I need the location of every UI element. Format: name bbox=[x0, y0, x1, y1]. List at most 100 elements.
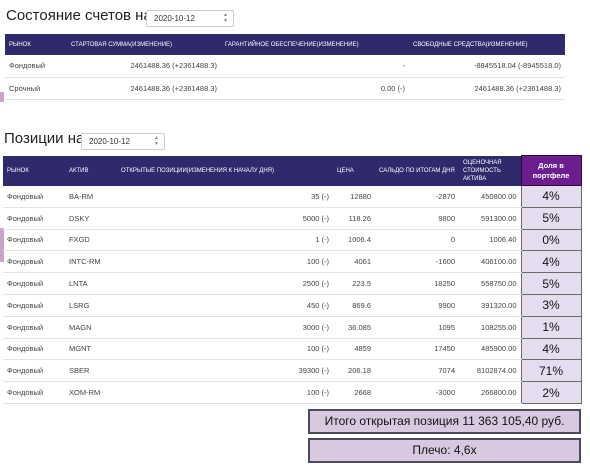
cell-est-value: 450800.00 bbox=[459, 185, 521, 208]
cell-saldo: 1095 bbox=[375, 316, 459, 339]
table-row: Фондовый DSKY 5000 (-) 118.26 9800 591300.00 5… bbox=[3, 206, 582, 230]
cell-open-position: 100 (-) bbox=[117, 338, 333, 361]
cell-portfolio-share: 71% bbox=[520, 359, 582, 383]
cell-open-position: 35 (-) bbox=[117, 185, 333, 208]
cell-price: 206.18 bbox=[333, 359, 375, 383]
cell-start-sum: 2461488.36 (+2361488.3) bbox=[67, 55, 221, 78]
cell-price: 869.6 bbox=[333, 294, 375, 317]
cell-est-value: 391320.00 bbox=[459, 294, 521, 317]
table-row: Фондовый LSRG 450 (-) 869.6 9900 391320.00 3% bbox=[3, 293, 582, 317]
cell-open-position: 100 (-) bbox=[117, 381, 333, 404]
cell-open-position: 3000 (-) bbox=[117, 316, 333, 339]
cell-market: Фондовый bbox=[3, 272, 65, 295]
cell-portfolio-share: 4% bbox=[520, 250, 582, 274]
cell-saldo: -2870 bbox=[375, 185, 459, 208]
cell-saldo: 17450 bbox=[375, 338, 459, 361]
table-row: Фондовый XOM-RM 100 (-) 2668 -3000 266800.00 2… bbox=[3, 381, 582, 404]
cell-open-position: 450 (-) bbox=[117, 294, 333, 317]
col-start-sum: СТАРТОВАЯ СУММА(ИЗМЕНЕНИЕ) bbox=[67, 34, 221, 55]
cell-market: Срочный bbox=[5, 77, 67, 100]
cell-portfolio-share: 5% bbox=[520, 272, 582, 295]
accounts-date-input[interactable]: 2020-10-12 ▲ ▼ bbox=[146, 10, 234, 27]
cell-est-value: 591300.00 bbox=[459, 207, 521, 230]
accounts-table: РЫНОК СТАРТОВАЯ СУММА(ИЗМЕНЕНИЕ) ГАРАНТИ… bbox=[5, 34, 565, 100]
cell-open-position: 5000 (-) bbox=[117, 207, 333, 230]
cell-margin: 0.00 (-) bbox=[221, 77, 409, 100]
cell-est-value: 485900.00 bbox=[459, 338, 521, 361]
cell-price: 2668 bbox=[333, 381, 375, 404]
cell-market: Фондовый bbox=[3, 316, 65, 339]
leverage: Плечо: 4,6х bbox=[308, 438, 581, 463]
cell-saldo: 0 bbox=[375, 229, 459, 252]
cell-asset: MGNT bbox=[65, 338, 117, 361]
cell-saldo: 9800 bbox=[375, 207, 459, 230]
cell-market: Фондовый bbox=[5, 55, 67, 78]
positions-body: Фондовый BA-RM 35 (-) 12880 -2870 450800.00 4%… bbox=[3, 185, 582, 404]
table-row: Фондовый 2461488.36 (+2361488.3) - -8845… bbox=[5, 55, 565, 78]
total-open-position: Итого открытая позиция 11 363 105,40 руб… bbox=[308, 409, 581, 434]
cell-price: 118.26 bbox=[333, 207, 375, 230]
cell-market: Фондовый bbox=[3, 338, 65, 361]
cell-margin: - bbox=[221, 55, 409, 78]
accounts-title: Состояние счетов на bbox=[6, 7, 152, 24]
col-market: РЫНОК bbox=[3, 155, 65, 186]
positions-date-input[interactable]: 2020-10-12 ▲ ▼ bbox=[81, 133, 165, 150]
cell-open-position: 39300 (-) bbox=[117, 359, 333, 383]
table-row: Срочный 2461488.36 (+2361488.3) 0.00 (-)… bbox=[5, 77, 565, 100]
cell-market: Фондовый bbox=[3, 294, 65, 317]
table-row: Фондовый MGNT 100 (-) 4859 17450 485900.00 4% bbox=[3, 337, 582, 361]
cell-market: Фондовый bbox=[3, 207, 65, 230]
cell-open-position: 2500 (-) bbox=[117, 272, 333, 295]
cell-est-value: 108255.00 bbox=[459, 316, 521, 339]
cell-market: Фондовый bbox=[3, 229, 65, 252]
cell-market: Фондовый bbox=[3, 185, 65, 208]
date-spinner-icon[interactable]: ▲ ▼ bbox=[154, 135, 159, 147]
table-row: Фондовый LNTA 2500 (-) 223.5 18250 558750.00 5… bbox=[3, 272, 582, 295]
cell-saldo: 9900 bbox=[375, 294, 459, 317]
cell-asset: BA-RM bbox=[65, 185, 117, 208]
cell-price: 4859 bbox=[333, 338, 375, 361]
date-spinner-icon[interactable]: ▲ ▼ bbox=[223, 12, 228, 24]
cell-est-value: 406100.00 bbox=[459, 250, 521, 274]
accounts-header-row: РЫНОК СТАРТОВАЯ СУММА(ИЗМЕНЕНИЕ) ГАРАНТИ… bbox=[5, 34, 565, 55]
cell-est-value: 558750.00 bbox=[459, 272, 521, 295]
cell-asset: INTC-RM bbox=[65, 250, 117, 274]
left-accent-1 bbox=[0, 92, 4, 102]
col-price: ЦЕНА bbox=[333, 155, 375, 186]
col-saldo: САЛЬДО ПО ИТОГАМ ДНЯ bbox=[375, 155, 459, 186]
cell-portfolio-share: 3% bbox=[520, 293, 582, 317]
cell-est-value: 1006.40 bbox=[459, 229, 521, 252]
cell-market: Фондовый bbox=[3, 381, 65, 404]
positions-header-row: РЫНОК АКТИВ ОТКРЫТЫЕ ПОЗИЦИИ(ИЗМЕНЕНИЯ К… bbox=[3, 155, 582, 186]
cell-saldo: 7074 bbox=[375, 359, 459, 383]
col-asset: АКТИВ bbox=[65, 155, 117, 186]
cell-asset: DSKY bbox=[65, 207, 117, 230]
cell-price: 4061 bbox=[333, 250, 375, 274]
cell-price: 223.5 bbox=[333, 272, 375, 295]
cell-price: 1006.4 bbox=[333, 229, 375, 252]
cell-saldo: -1600 bbox=[375, 250, 459, 274]
cell-asset: LSRG bbox=[65, 294, 117, 317]
table-row: Фондовый MAGN 3000 (-) 36.085 1095 108255.00 1… bbox=[3, 315, 582, 339]
cell-asset: FXGD bbox=[65, 229, 117, 252]
col-open-positions: ОТКРЫТЫЕ ПОЗИЦИИ(ИЗМЕНЕНИЯ К НАЧАЛУ ДНЯ) bbox=[117, 155, 333, 186]
cell-asset: LNTA bbox=[65, 272, 117, 295]
cell-portfolio-share: 4% bbox=[520, 337, 582, 361]
cell-est-value: 266800.00 bbox=[459, 381, 521, 404]
positions-date-value: 2020-10-12 bbox=[89, 137, 130, 146]
col-portfolio-share: Доля в портфеле bbox=[520, 155, 582, 186]
col-est-value: ОЦЕНОЧНАЯ СТОИМОСТЬ АКТИВА bbox=[459, 155, 521, 186]
table-row: Фондовый BA-RM 35 (-) 12880 -2870 450800.00 4% bbox=[3, 185, 582, 208]
accounts-date-value: 2020-10-12 bbox=[154, 14, 195, 23]
cell-price: 36.085 bbox=[333, 316, 375, 339]
cell-free-funds: 2461488.36 (+2361488.3) bbox=[409, 77, 565, 100]
cell-portfolio-share: 1% bbox=[520, 315, 582, 339]
table-row: Фондовый INTC-RM 100 (-) 4061 -1600 406100.00… bbox=[3, 250, 582, 274]
cell-asset: XOM-RM bbox=[65, 381, 117, 404]
cell-free-funds: -8845518.04 (-8945518.0) bbox=[409, 55, 565, 78]
table-row: Фондовый FXGD 1 (-) 1006.4 0 1006.40 0% bbox=[3, 228, 582, 252]
cell-open-position: 1 (-) bbox=[117, 229, 333, 252]
col-free-funds: СВОБОДНЫЕ СРЕДСТВА(ИЗМЕНЕНИЕ) bbox=[409, 34, 565, 55]
cell-market: Фондовый bbox=[3, 359, 65, 383]
left-accent-2 bbox=[0, 228, 4, 262]
